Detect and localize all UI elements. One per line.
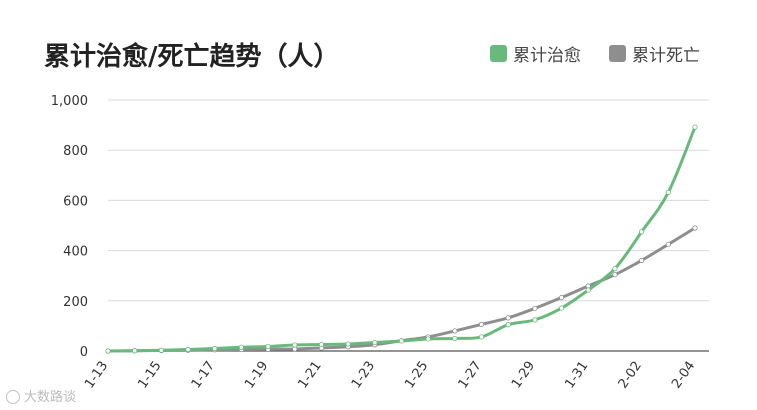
data-point-s0-17 <box>558 305 565 311</box>
data-point-s0-13 <box>452 335 458 342</box>
data-point-s0-12 <box>425 336 431 342</box>
y-tick-label: 800 <box>63 144 88 159</box>
data-point-s0-22 <box>692 124 698 130</box>
x-tick-label: 1-17 <box>189 359 218 392</box>
data-point-s1-19 <box>612 272 618 278</box>
legend-swatch-recovered <box>490 45 507 62</box>
data-point-s0-1 <box>132 348 138 354</box>
data-point-s0-21 <box>665 189 671 195</box>
data-point-s1-17 <box>558 294 565 301</box>
x-tick-label: 1-27 <box>456 359 485 392</box>
chart-title: 累计治愈/死亡趋势（人） <box>44 42 340 72</box>
x-tick-label: 1-31 <box>562 359 591 392</box>
legend-label-deaths: 累计死亡 <box>632 46 700 66</box>
x-tick-label: 1-29 <box>509 359 538 392</box>
data-point-s1-22 <box>692 225 698 231</box>
legend-item-recovered[interactable]: 累计治愈 <box>490 41 581 66</box>
data-point-s0-9 <box>345 341 351 347</box>
data-point-s0-10 <box>372 339 378 346</box>
series-line-1 <box>106 226 697 353</box>
data-point-s1-16 <box>532 305 538 311</box>
data-point-s1-21 <box>665 241 671 247</box>
data-point-s1-14 <box>478 321 485 327</box>
data-point-s0-5 <box>238 344 245 350</box>
data-point-s0-7 <box>292 342 298 348</box>
y-tick-label: 200 <box>63 295 88 310</box>
data-point-s0-20 <box>639 229 645 235</box>
y-tick-label: 400 <box>63 245 88 260</box>
x-tick-label: 1-21 <box>296 359 325 392</box>
y-tick-label: 600 <box>63 194 88 209</box>
data-point-s1-13 <box>452 328 458 334</box>
data-point-s0-14 <box>478 334 485 340</box>
legend-label-recovered: 累计治愈 <box>513 46 581 66</box>
data-point-s0-0 <box>105 348 111 354</box>
data-point-s0-11 <box>398 338 405 344</box>
data-point-s0-16 <box>532 317 538 323</box>
data-point-s0-2 <box>158 347 164 353</box>
x-tick-label: 1-25 <box>402 359 431 392</box>
x-tick-label: 1-23 <box>349 359 378 392</box>
legend-swatch-deaths <box>609 45 626 62</box>
data-point-s0-4 <box>212 345 218 352</box>
data-point-s1-20 <box>639 257 645 263</box>
data-point-s0-3 <box>185 346 191 353</box>
x-tick-label: 1-13 <box>82 359 111 392</box>
y-tick-label: 0 <box>80 345 88 360</box>
watermark-text: 大数路谈 <box>24 390 77 405</box>
data-point-s0-8 <box>318 341 325 348</box>
x-tick-label: 1-19 <box>242 359 271 392</box>
legend-item-deaths[interactable]: 累计死亡 <box>609 41 700 66</box>
data-point-s0-19 <box>612 266 618 272</box>
watermark-logo-icon <box>6 390 20 404</box>
data-point-s0-15 <box>505 322 511 328</box>
y-tick-label: 1,000 <box>51 94 88 109</box>
data-point-s1-15 <box>505 315 511 321</box>
x-tick-label: 2-04 <box>669 359 698 392</box>
x-tick-label: 2-02 <box>616 359 645 392</box>
x-tick-label: 1-15 <box>135 359 164 392</box>
series-line-0 <box>106 125 697 353</box>
data-point-s0-18 <box>585 287 591 293</box>
data-point-s0-6 <box>265 343 271 350</box>
watermark: 大数路谈 <box>6 386 76 405</box>
